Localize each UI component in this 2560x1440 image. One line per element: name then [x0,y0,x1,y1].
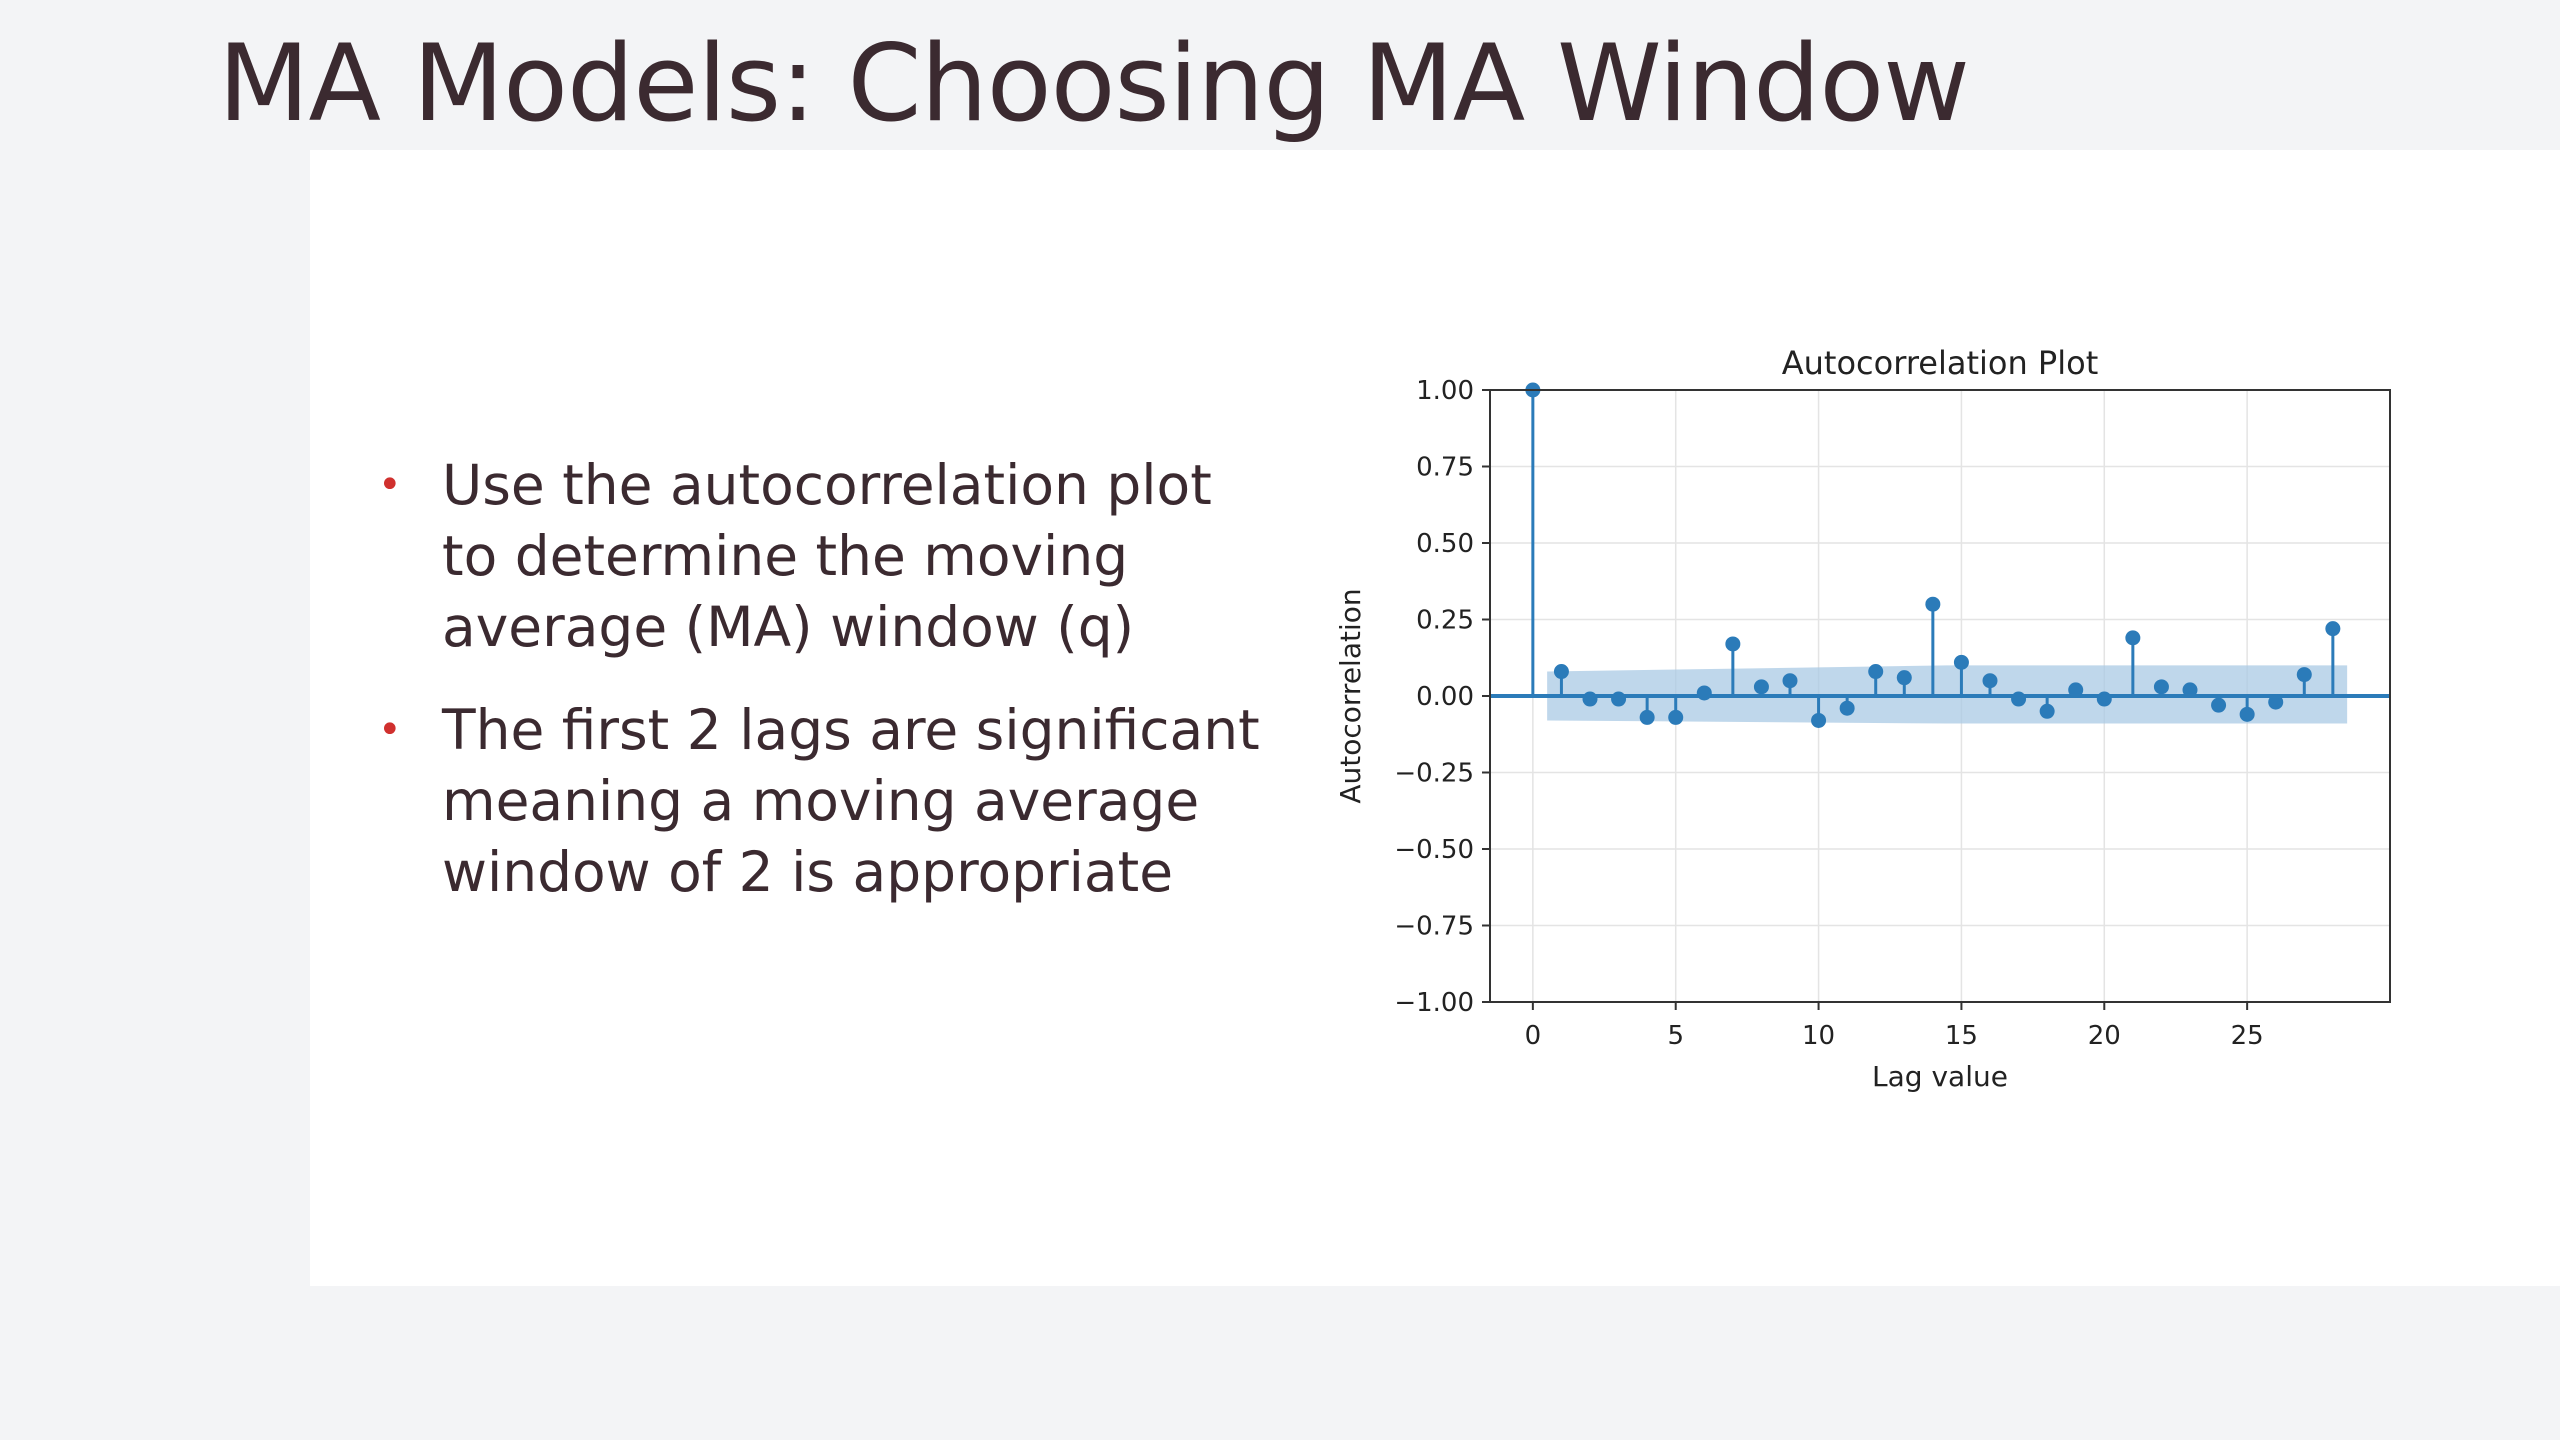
acf-point [1582,691,1598,707]
bullet-text: The first 2 lags are significant meaning… [442,698,1260,904]
bullet-marker: • [378,707,402,753]
acf-point [1925,596,1941,612]
y-tick-label: 0.75 [1416,453,1474,483]
bullet-text: Use the autocorrelation plot to determin… [442,453,1212,659]
acf-point [1611,691,1627,707]
acf-point [2182,682,2198,698]
acf-point [2325,621,2341,637]
acf-point [2296,667,2312,683]
acf-point [2268,694,2284,710]
acf-point [1753,679,1769,695]
bullet-item: • Use the autocorrelation plot to determ… [360,450,1280,663]
acf-point [2125,630,2141,646]
acf-point [1982,673,1998,689]
y-tick-label: 1.00 [1416,376,1474,406]
acf-point [2039,703,2055,719]
y-tick-label: −0.50 [1394,835,1474,865]
acf-point [2153,679,2169,695]
acf-point [1639,709,1655,725]
bullet-list: • Use the autocorrelation plot to determ… [360,450,1280,940]
bullet-item: • The first 2 lags are significant meani… [360,695,1280,908]
x-tick-label: 20 [2088,1021,2121,1051]
tick-layer: 1.00 0.75 0.50 0.25 0.00 −0.25 −0.50 −0.75 −1.00… [1394,376,2263,1051]
x-tick-label: 25 [2231,1021,2264,1051]
y-tick-label: −0.75 [1394,912,1474,942]
acf-point [2211,697,2227,713]
y-tick-label: 0.00 [1416,682,1474,712]
x-tick-label: 0 [1525,1021,1542,1051]
acf-point [2096,691,2112,707]
x-tick-label: 15 [1945,1021,1978,1051]
x-tick-label: 10 [1802,1021,1835,1051]
x-tick-label: 5 [1667,1021,1684,1051]
chart-title: Autocorrelation Plot [1782,344,2098,382]
y-tick-label: −0.25 [1394,759,1474,789]
y-tick-label: 0.25 [1416,606,1474,636]
acf-point [1725,636,1741,652]
acf-point [1839,700,1855,716]
y-tick-label: 0.50 [1416,529,1474,559]
acf-point [2011,691,2027,707]
acf-point [1782,673,1798,689]
autocorrelation-chart: 1.00 0.75 0.50 0.25 0.00 −0.25 −0.50 −0.75 −1.00… [1320,330,2460,1125]
chart-svg: 1.00 0.75 0.50 0.25 0.00 −0.25 −0.50 −0.75 −1.00… [1334,344,2391,1093]
acf-point [1668,709,1684,725]
stem-layer [1490,382,2390,728]
y-axis-label: Autocorrelation [1334,588,1367,803]
acf-point [1953,654,1969,670]
x-axis-label: Lag value [1872,1060,2008,1093]
bullet-marker: • [378,462,402,508]
acf-point [1868,664,1884,680]
acf-point [1696,685,1712,701]
slide-title: MA Models: Choosing MA Window [218,22,1970,145]
y-tick-label: −1.00 [1394,988,1474,1018]
acf-point [2239,706,2255,722]
acf-point [1896,670,1912,686]
acf-point [1811,712,1827,728]
acf-point [2068,682,2084,698]
acf-point [1553,664,1569,680]
